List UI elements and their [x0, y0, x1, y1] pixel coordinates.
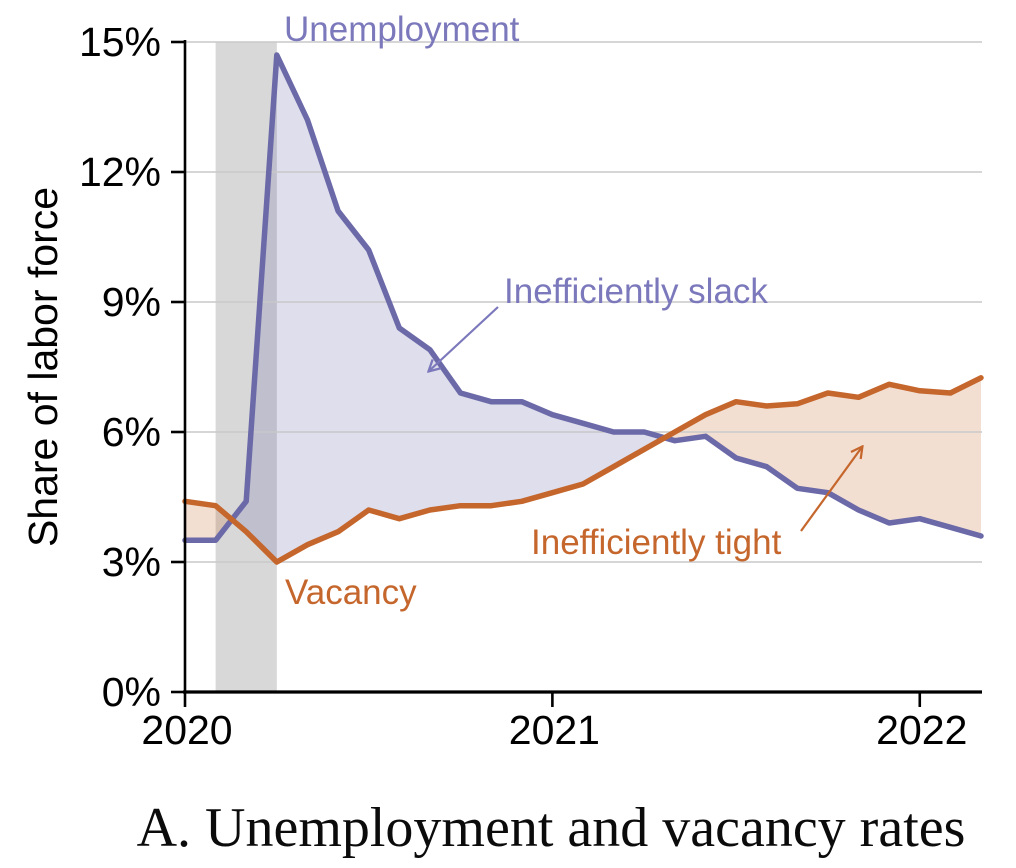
unemployment-series-label: Unemployment: [284, 10, 520, 49]
slack-region-fill: [231, 55, 665, 562]
tight-arrow-icon: [800, 447, 862, 532]
y-tick-label-6%: 6%: [102, 409, 161, 455]
tight-region-fill: [664, 377, 981, 536]
unemployment-line: [182, 52, 984, 544]
y-tick-label-0%: 0%: [102, 669, 161, 715]
vacancy-line: [182, 375, 984, 565]
x-tick-label-2021: 2021: [509, 707, 600, 753]
y-tick-label-12%: 12%: [79, 149, 161, 195]
gridlines: [184, 41, 982, 563]
data-lines: [182, 52, 984, 565]
y-tick-label-9%: 9%: [102, 279, 161, 325]
axes: [171, 40, 982, 707]
slack-arrow-icon: [429, 306, 499, 371]
panel-title: A. Unemployment and vacancy rates: [137, 797, 966, 859]
vacancy-series-label: Vacancy: [285, 573, 417, 612]
inefficiently-tight-label: Inefficiently tight: [531, 523, 782, 562]
y-tick-label-3%: 3%: [102, 539, 161, 585]
recession-band-icon: [215, 42, 277, 692]
y-axis-title: Share of labor force: [20, 187, 66, 547]
x-tick-label-2022: 2022: [876, 707, 967, 753]
x-tick-label-2020: 2020: [141, 707, 232, 753]
y-tick-label-15%: 15%: [79, 19, 161, 65]
tick-labels: 0% 3% 6% 9% 12% 15% 2020 2021 2022: [79, 19, 967, 753]
inefficiently-slack-label: Inefficiently slack: [504, 272, 768, 311]
